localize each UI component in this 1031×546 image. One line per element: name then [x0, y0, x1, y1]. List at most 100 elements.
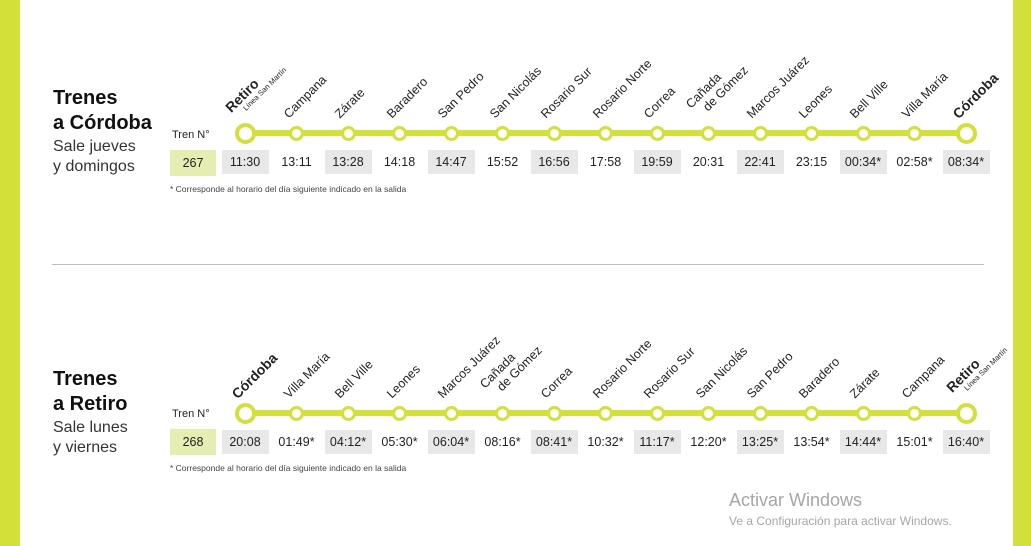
station-dot — [752, 405, 768, 421]
train-number: 267 — [170, 150, 216, 176]
station-dot — [701, 125, 716, 141]
station-time: 11:17* — [633, 430, 681, 454]
station-name: Correa — [641, 84, 679, 121]
station-time: 20:31 — [692, 155, 725, 169]
station-dot — [752, 125, 768, 141]
station-dot — [495, 405, 510, 421]
station-dot — [289, 405, 304, 421]
station-time: 13:11 — [281, 155, 312, 169]
station-time: 12:20* — [690, 435, 727, 449]
station-time: 10:32* — [587, 435, 624, 449]
station-time: 14:44* — [839, 430, 887, 454]
station-time: 08:41* — [530, 430, 578, 454]
station-time: 19:59 — [633, 150, 681, 174]
footnote: * Corresponde al horario del día siguien… — [170, 463, 407, 473]
station-dot — [392, 125, 407, 141]
station-dot — [234, 122, 256, 144]
footnote: * Corresponde al horario del día siguien… — [170, 184, 407, 194]
station-time: 05:30* — [381, 435, 418, 449]
train-number-label: Tren N° — [172, 408, 210, 420]
station-time: 14:47 — [427, 150, 475, 174]
station-name: Rosario Sur — [641, 344, 698, 401]
station-time: 15:01* — [896, 435, 933, 449]
station-dot — [804, 125, 819, 141]
section-title-line1: Trenes — [53, 87, 118, 109]
station-name: San Nicolás — [692, 343, 750, 401]
station-dot — [701, 405, 716, 421]
station-dot — [955, 402, 977, 424]
station-time: 08:34* — [942, 150, 990, 174]
station-name: Rosario Sur — [538, 64, 595, 121]
section-subtitle-line1: Sale jueves — [53, 138, 136, 155]
station-dot — [907, 405, 922, 421]
station-name: Leones — [383, 362, 423, 401]
station-dot — [340, 125, 356, 141]
station-time: 16:40* — [942, 430, 990, 454]
section-title-line2: a Córdoba — [53, 112, 152, 134]
station-dot — [598, 125, 613, 141]
station-dot — [546, 405, 562, 421]
train-number: 268 — [170, 429, 216, 455]
station-time: 13:54* — [793, 435, 830, 449]
station-dot — [598, 405, 613, 421]
station-time: 04:12* — [324, 430, 372, 454]
station-dot — [340, 405, 356, 421]
station-name: Villa María — [898, 69, 951, 121]
station-name: Zárate — [332, 85, 368, 121]
station-name: Córdoba — [949, 69, 1002, 122]
station-name: Campana — [898, 352, 947, 401]
station-dot — [855, 125, 871, 141]
station-name: Baradero — [795, 354, 842, 401]
station-dot — [955, 122, 977, 144]
station-dot — [546, 125, 562, 141]
section-divider — [52, 264, 984, 265]
station-dot — [443, 125, 459, 141]
station-dot — [649, 405, 665, 421]
station-time: 13:28 — [324, 150, 372, 174]
station-dot — [234, 402, 256, 424]
station-name: Bell Ville — [332, 357, 376, 401]
station-dot — [649, 125, 665, 141]
station-name: Leones — [795, 82, 835, 121]
section-subtitle-line2: y domingos — [53, 158, 135, 175]
station-name: Villa María — [280, 349, 333, 401]
train-number-label: Tren N° — [172, 129, 210, 141]
section-title-line2: a Retiro — [53, 393, 128, 415]
station-name: Correa — [538, 364, 576, 401]
section-subtitle-line1: Sale lunes — [53, 419, 128, 436]
section-to-retiro: Trenes a Retiro Sale lunes y viernes Tre… — [0, 280, 1031, 480]
section-to-cordoba: Trenes a Córdoba Sale jueves y domingos … — [0, 0, 1031, 200]
station-time: 02:58* — [896, 155, 933, 169]
station-dot — [804, 405, 819, 421]
station-time: 11:30 — [221, 150, 269, 174]
station-name: Bell Ville — [847, 77, 891, 121]
station-time: 06:04* — [427, 430, 475, 454]
station-time: 23:15 — [795, 155, 828, 169]
station-dot — [855, 405, 871, 421]
left-accent-bar — [0, 0, 20, 546]
station-name: Zárate — [847, 365, 883, 401]
station-time: 15:52 — [486, 155, 519, 169]
station-dot — [392, 405, 407, 421]
station-dot — [907, 125, 922, 141]
station-dot — [289, 125, 304, 141]
station-time: 14:18 — [383, 155, 416, 169]
section-subtitle-line2: y viernes — [53, 439, 118, 456]
station-name: San Pedro — [744, 349, 796, 401]
station-name: Baradero — [383, 74, 430, 121]
station-time: 13:25* — [736, 430, 784, 454]
station-dot — [443, 405, 459, 421]
station-time: 08:16* — [484, 435, 521, 449]
station-name: San Nicolás — [486, 63, 544, 121]
station-time: 01:49* — [278, 435, 315, 449]
station-time: 20:08 — [221, 430, 269, 454]
station-name: Córdoba — [228, 349, 281, 402]
section-title-line1: Trenes — [53, 368, 118, 390]
station-time: 16:56 — [530, 150, 578, 174]
station-name: Campana — [280, 72, 329, 121]
station-name: San Pedro — [435, 69, 487, 121]
station-time: 17:58 — [589, 155, 622, 169]
station-time: 00:34* — [839, 150, 887, 174]
right-accent-bar — [1013, 0, 1031, 546]
windows-activation-watermark-subtitle: Ve a Configuración para activar Windows. — [729, 514, 952, 528]
